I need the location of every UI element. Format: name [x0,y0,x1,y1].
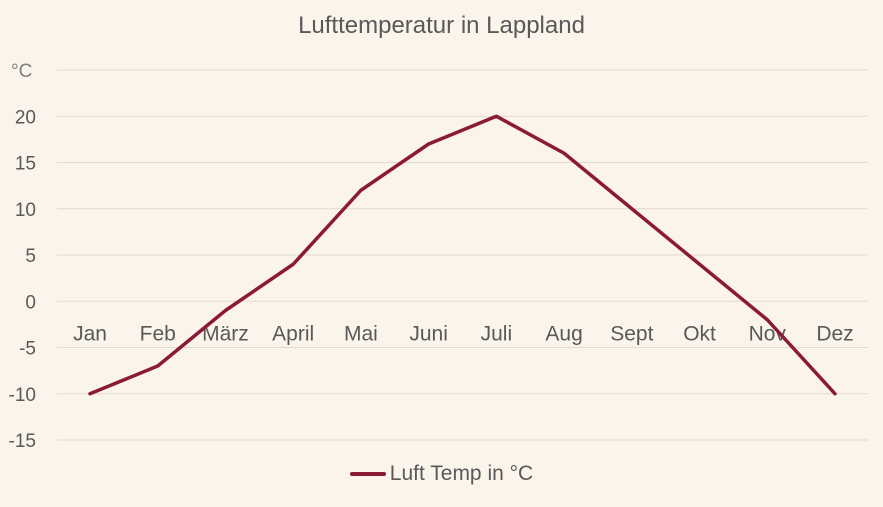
y-tick-label: 5 [25,246,36,267]
y-tick-label: 15 [15,154,36,175]
chart-title: Lufttemperatur in Lappland [298,12,585,39]
y-tick-label: 0 [25,292,36,313]
x-tick-label: April [272,322,314,345]
y-tick-label: -10 [9,385,36,406]
y-tick-label: 20 [15,107,36,128]
x-tick-label: Aug [545,322,582,345]
x-tick-label: März [202,322,249,345]
y-tick-label: -15 [9,431,36,452]
x-tick-label: Okt [683,322,716,345]
x-tick-label: Jan [73,322,107,345]
y-tick-label: -5 [19,339,36,360]
x-tick-label: Sept [610,322,653,345]
y-tick-label: 10 [15,200,36,221]
x-tick-label: Dez [816,322,853,345]
y-axis-unit-label: °C [11,61,32,82]
legend-swatch [349,472,386,476]
x-tick-label: Juli [481,322,513,345]
x-tick-label: Juni [409,322,448,345]
x-tick-label: Mai [344,322,378,345]
legend-label: Luft Temp in °C [389,462,534,485]
legend: Luft Temp in °C [0,462,883,486]
x-tick-label: Feb [140,322,176,345]
series-line [88,114,837,396]
